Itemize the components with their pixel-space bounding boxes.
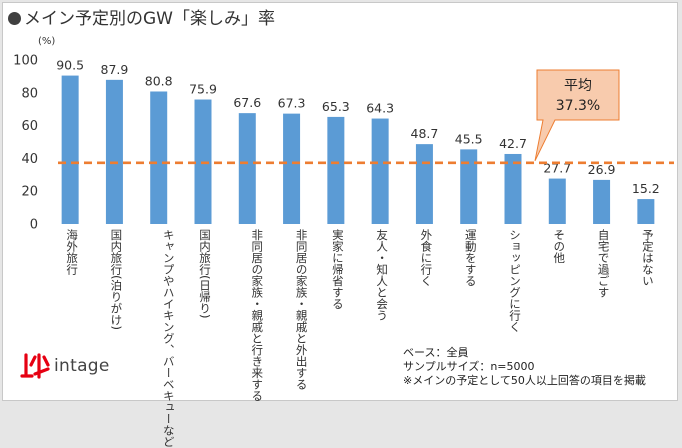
- bar-value-label: 67.6: [233, 95, 261, 110]
- x-tick-label: 実家に帰省する: [330, 229, 345, 310]
- bar: [548, 178, 566, 224]
- average-callout: [534, 69, 620, 162]
- x-tick-label: 非同居の家族・親戚と外出する: [294, 229, 309, 390]
- y-tick-label: 20: [21, 185, 38, 200]
- x-tick-label: キャンプやハイキング、バーベキューなど: [161, 229, 176, 448]
- x-tick-label: 自宅で過ごす: [596, 229, 611, 298]
- bar: [593, 179, 611, 224]
- note-footnote: ※メインの予定として50人以上回答の項目を掲載: [403, 374, 646, 387]
- average-callout-value: 37.3%: [556, 98, 600, 114]
- bar-value-label: 26.9: [588, 162, 616, 177]
- bar: [283, 113, 301, 224]
- x-tick-label: 予定はない: [640, 229, 655, 287]
- bar-chart: 0 20 40 60 80 100(%) 90.5 87.9 80.8 75.9 67.6 67.3…: [13, 36, 674, 233]
- bar-value-label: 15.2: [632, 181, 660, 196]
- bar: [504, 153, 522, 224]
- bar-value-label: 48.7: [411, 126, 439, 141]
- intage-logo-text: intage: [54, 356, 110, 376]
- x-tick-label: 友人・知人と会う: [375, 229, 390, 321]
- x-tick-label: 非同居の家族・親戚と行き来する: [250, 229, 265, 402]
- chart-title: メイン予定別のGW「楽しみ」率: [8, 4, 275, 29]
- bar: [150, 91, 168, 224]
- average-marker: 平均 37.3%: [58, 69, 674, 165]
- intage-logo-mark-icon: [20, 353, 50, 379]
- bar-value-label: 67.3: [278, 96, 306, 111]
- average-callout-label: 平均: [564, 78, 592, 94]
- chart-title-text: メイン予定別のGW「楽しみ」率: [24, 9, 275, 29]
- x-tick-label: 国内旅行(泊りがけ): [109, 229, 124, 330]
- bar-value-label: 45.5: [455, 131, 483, 146]
- bar: [637, 199, 655, 224]
- bars: 90.5 87.9 80.8 75.9 67.6 67.3 65.3 64.3 48.7 45.5…: [56, 58, 660, 225]
- y-tick-label: 40: [21, 152, 38, 167]
- title-bullet-icon: [8, 12, 21, 25]
- bar-value-label: 65.3: [322, 99, 350, 114]
- bar-value-label: 75.9: [189, 82, 217, 97]
- bar-value-label: 27.7: [543, 161, 571, 176]
- y-tick-label: 0: [30, 218, 38, 233]
- y-tick-label: 80: [21, 86, 38, 101]
- bar: [460, 149, 478, 224]
- x-tick-label: 海外旅行: [65, 229, 80, 275]
- bar-value-label: 80.8: [145, 73, 173, 88]
- bar: [105, 79, 123, 225]
- x-tick-label: その他: [552, 229, 567, 264]
- bar-value-label: 42.7: [499, 136, 527, 151]
- note-sample-size: サンプルサイズ：n=5000: [403, 360, 535, 373]
- note-base: ベース：全員: [403, 346, 469, 359]
- intage-logo: intage: [20, 352, 110, 380]
- x-tick-label: 国内旅行(日帰り): [198, 229, 212, 319]
- y-tick-label: 60: [21, 119, 38, 134]
- bar: [371, 118, 389, 224]
- bar-value-label: 90.5: [56, 58, 84, 73]
- x-tick-label: ショッピングに行く: [508, 229, 522, 333]
- y-axis: 0 20 40 60 80 100(%): [13, 36, 55, 233]
- bar-value-label: 64.3: [366, 101, 394, 116]
- y-unit-label: (%): [38, 36, 55, 47]
- y-tick-label: 100: [13, 54, 38, 69]
- bar: [415, 144, 433, 224]
- bar-value-label: 87.9: [101, 62, 129, 77]
- chart-notes: ベース：全員 サンプルサイズ：n=5000 ※メインの予定として50人以上回答の…: [403, 346, 646, 388]
- bar: [327, 116, 345, 224]
- bar: [238, 113, 256, 224]
- bar: [61, 75, 79, 224]
- x-tick-label: 運動をする: [463, 229, 478, 287]
- x-tick-label: 外食に行く: [419, 229, 434, 287]
